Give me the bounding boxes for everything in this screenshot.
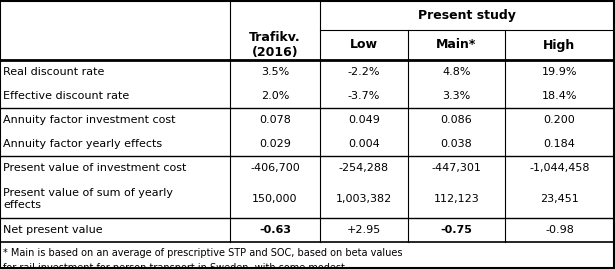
Text: 2.0%: 2.0% xyxy=(261,91,289,101)
Text: 3.5%: 3.5% xyxy=(261,67,289,77)
Text: 112,123: 112,123 xyxy=(434,194,479,204)
Text: 23,451: 23,451 xyxy=(540,194,579,204)
Text: Annuity factor yearly effects: Annuity factor yearly effects xyxy=(3,139,162,149)
Text: -0.98: -0.98 xyxy=(545,225,574,235)
Text: 0.078: 0.078 xyxy=(259,115,291,125)
Text: 0.086: 0.086 xyxy=(440,115,472,125)
Text: -3.7%: -3.7% xyxy=(348,91,380,101)
Text: -0.63: -0.63 xyxy=(259,225,291,235)
Text: Real discount rate: Real discount rate xyxy=(3,67,105,77)
Text: 4.8%: 4.8% xyxy=(442,67,470,77)
Text: High: High xyxy=(544,38,576,51)
Text: for rail investment for person transport in Sweden, with some modest: for rail investment for person transport… xyxy=(3,263,345,269)
Text: 18.4%: 18.4% xyxy=(542,91,577,101)
Text: 3.3%: 3.3% xyxy=(442,91,470,101)
Text: -2.2%: -2.2% xyxy=(347,67,380,77)
Text: * Main is based on an average of prescriptive STP and SOC, based on beta values: * Main is based on an average of prescri… xyxy=(3,248,402,258)
Text: -406,700: -406,700 xyxy=(250,163,300,173)
Text: -0.75: -0.75 xyxy=(440,225,472,235)
Text: Main*: Main* xyxy=(436,38,477,51)
Text: Present value of investment cost: Present value of investment cost xyxy=(3,163,186,173)
Text: 1,003,382: 1,003,382 xyxy=(336,194,392,204)
Text: Low: Low xyxy=(350,38,378,51)
Text: Present study: Present study xyxy=(418,9,516,22)
Text: -447,301: -447,301 xyxy=(432,163,482,173)
Text: 0.004: 0.004 xyxy=(348,139,380,149)
Text: Annuity factor investment cost: Annuity factor investment cost xyxy=(3,115,175,125)
Text: Net present value: Net present value xyxy=(3,225,103,235)
Text: 0.029: 0.029 xyxy=(259,139,291,149)
Text: Trafikv.
(2016): Trafikv. (2016) xyxy=(249,31,301,59)
Text: 0.200: 0.200 xyxy=(544,115,576,125)
Text: 19.9%: 19.9% xyxy=(542,67,577,77)
Text: 0.038: 0.038 xyxy=(440,139,472,149)
Text: -1,044,458: -1,044,458 xyxy=(530,163,590,173)
Text: Present value of sum of yearly
effects: Present value of sum of yearly effects xyxy=(3,188,173,210)
Text: Effective discount rate: Effective discount rate xyxy=(3,91,129,101)
Text: 150,000: 150,000 xyxy=(252,194,298,204)
Text: +2.95: +2.95 xyxy=(347,225,381,235)
Text: -254,288: -254,288 xyxy=(339,163,389,173)
Text: 0.049: 0.049 xyxy=(348,115,380,125)
Text: 0.184: 0.184 xyxy=(544,139,576,149)
